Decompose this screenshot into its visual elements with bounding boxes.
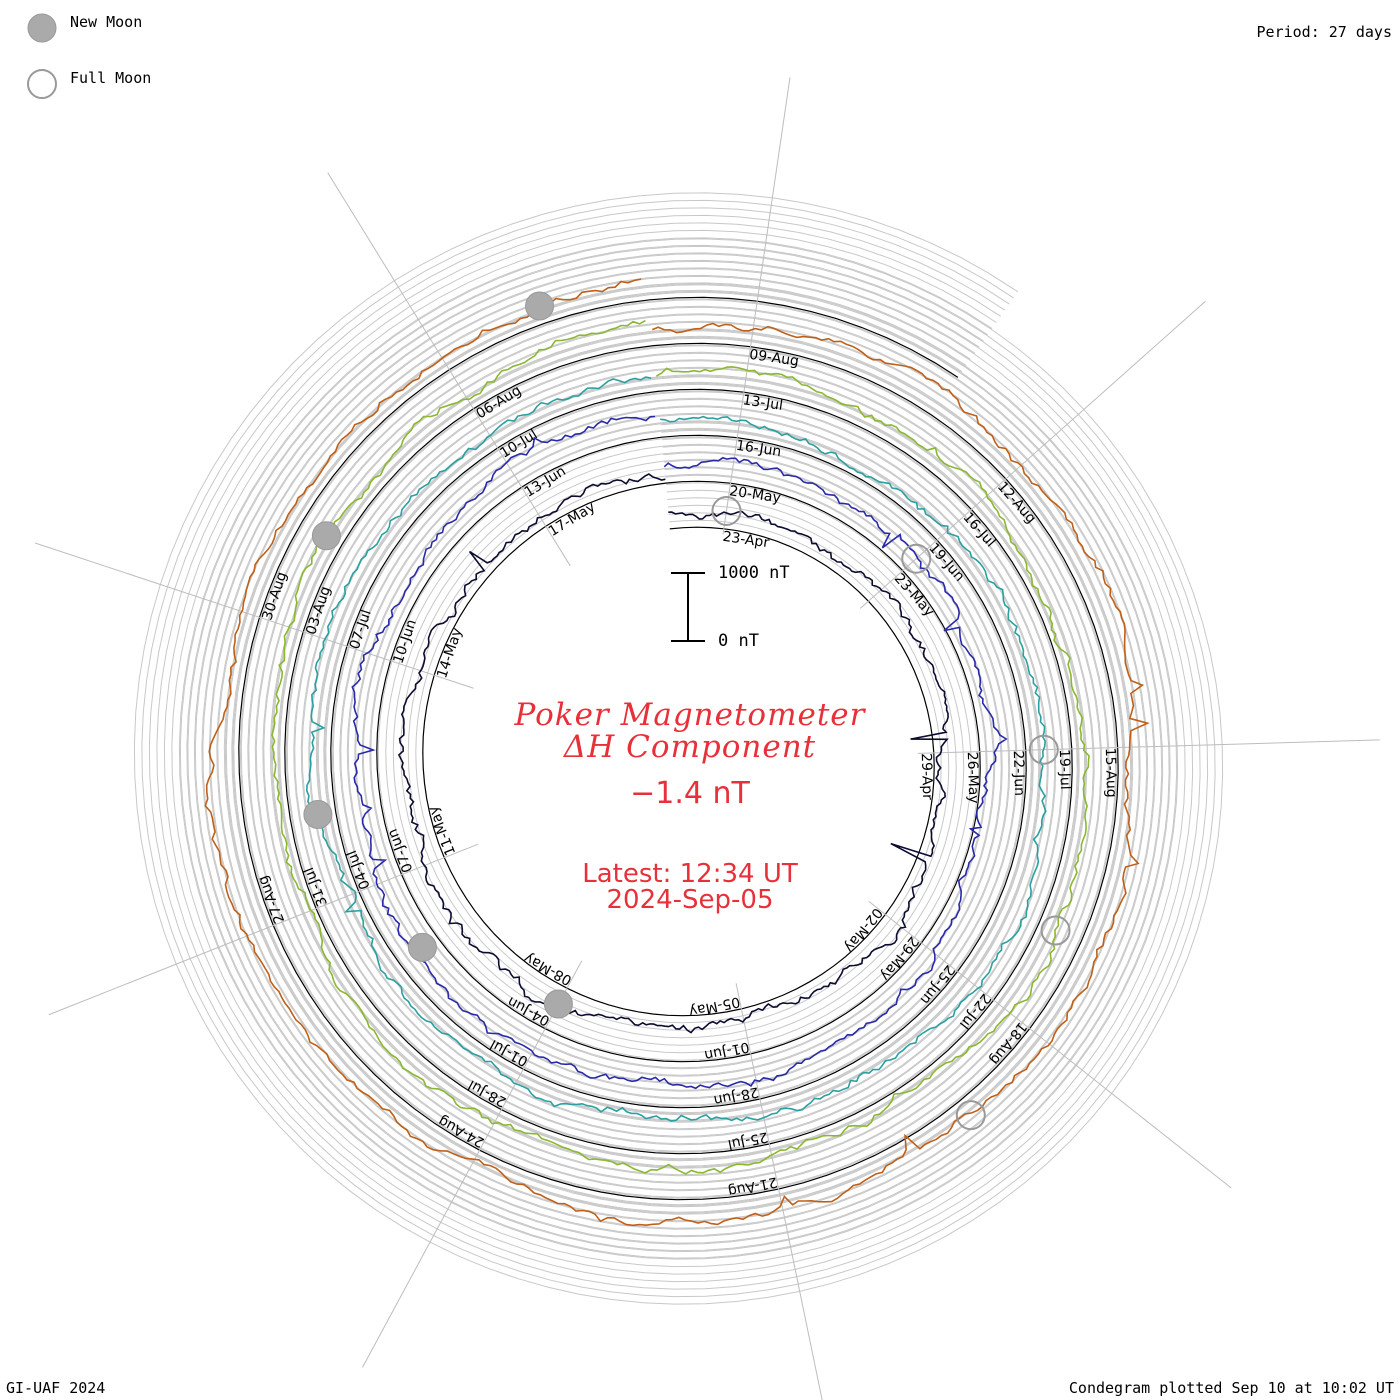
date-label: 15-Aug	[1102, 748, 1119, 798]
date-label: 07-Jun	[385, 826, 417, 874]
new-moon-marker	[543, 989, 573, 1019]
date-label: 14-May	[434, 626, 465, 680]
date-label: 20-May	[728, 483, 782, 506]
radial-line	[859, 300, 1206, 609]
radial-line	[735, 983, 823, 1400]
series-line	[271, 319, 1090, 1175]
new-moon-marker	[525, 291, 555, 321]
radial-line	[34, 542, 474, 689]
date-label: 16-Jun	[735, 438, 782, 460]
latest-date: 2024-Sep-05	[606, 885, 774, 915]
series-line	[305, 376, 1047, 1122]
date-label: 25-Jul	[726, 1128, 769, 1152]
date-label: 09-Aug	[748, 347, 800, 370]
series-line	[204, 278, 1150, 1227]
date-label: 11-May	[425, 804, 459, 858]
date-label: 05-May	[687, 993, 741, 1019]
moon-markers	[303, 291, 1071, 1131]
period-label: Period: 27 days	[1256, 23, 1392, 41]
date-label: 13-Jun	[522, 463, 569, 501]
full-moon-marker	[955, 1100, 986, 1131]
full-moon-label: Full Moon	[70, 69, 152, 87]
current-value: −1.4 nT	[630, 776, 750, 811]
series-line	[351, 415, 1008, 1090]
chart-subtitle: ΔH Component	[563, 729, 817, 765]
full-moon-marker	[901, 543, 932, 574]
chart-title: Poker Magnetometer	[514, 697, 866, 733]
date-label: 18-Aug	[986, 1019, 1029, 1068]
full-moon-marker	[1040, 915, 1071, 946]
date-label: 23-Apr	[722, 529, 771, 552]
date-label: 29-Apr	[918, 753, 935, 800]
date-label: 19-Jul	[1056, 749, 1073, 790]
date-label: 22-Jun	[1010, 750, 1027, 796]
date-label: 29-May	[877, 933, 922, 984]
latest-time: Latest: 12:34 UT	[582, 859, 798, 889]
new-moon-marker	[303, 800, 333, 830]
date-label: 26-May	[964, 752, 982, 804]
date-label: 13-Jul	[742, 392, 784, 414]
date-label: 10-Jun	[391, 618, 420, 666]
new-moon-marker	[311, 521, 341, 551]
radial-line	[48, 843, 479, 1016]
radial-line	[327, 172, 571, 567]
radial-line	[362, 960, 583, 1368]
scale-top-label: 1000 nT	[718, 563, 790, 583]
full-moon-marker	[1028, 734, 1059, 765]
data-series	[204, 278, 1150, 1227]
footer-plot-time: Condegram plotted Sep 10 at 10:02 UT	[1068, 1379, 1394, 1397]
date-label: 10-Jul	[497, 427, 540, 462]
new-moon-label: New Moon	[70, 13, 143, 31]
new-moon-marker	[407, 932, 437, 962]
series-line	[397, 473, 949, 1034]
radial-line	[917, 739, 1380, 754]
scale-bottom-label: 0 nT	[718, 631, 759, 651]
full-moon-marker	[711, 495, 742, 526]
new-moon-legend-icon	[27, 13, 57, 43]
footer-credit: GI-UAF 2024	[6, 1379, 106, 1397]
full-moon-legend-icon	[27, 69, 57, 99]
scale-bar	[671, 572, 705, 642]
